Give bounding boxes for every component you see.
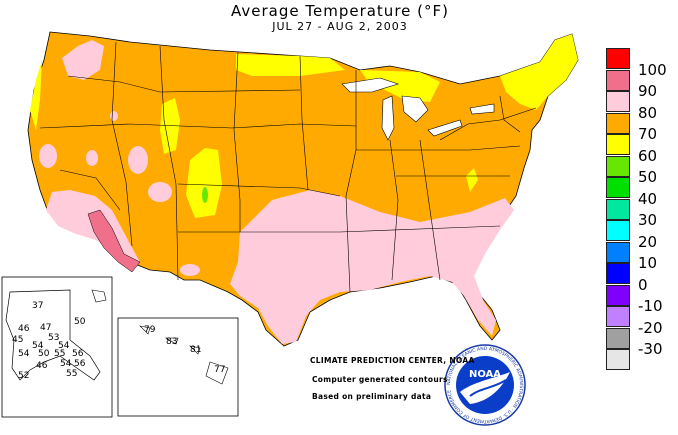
- alaska-station-values: 37 50 46 47 53 45 54 54 54 50 55 56 46 5…: [12, 301, 86, 381]
- legend-label: 80: [638, 103, 658, 122]
- credit-center: CLIMATE PREDICTION CENTER, NOAA: [310, 356, 475, 365]
- station-value: 50: [38, 349, 50, 359]
- legend-swatch: [606, 284, 630, 306]
- legend-swatch: [606, 155, 630, 177]
- legend-label: 30: [638, 211, 658, 229]
- lake-erie: [427, 119, 463, 137]
- lake-michigan: [381, 95, 395, 141]
- station-value: 81: [190, 345, 201, 355]
- lake-huron: [401, 95, 429, 123]
- station-value: 46: [18, 324, 30, 334]
- southern-plains-90s-zone: [230, 190, 514, 344]
- legend-swatch: [606, 177, 630, 198]
- station-value: 37: [32, 301, 43, 311]
- legend-label: 40: [638, 189, 658, 208]
- oregon-90s-spot: [86, 150, 98, 166]
- appalachian-60s-zone: [466, 168, 478, 192]
- lake-ontario: [469, 103, 495, 115]
- station-value: 50: [74, 317, 86, 327]
- northeast-60s-zone: [500, 34, 578, 110]
- station-value: 56: [72, 349, 84, 359]
- station-value: 46: [36, 361, 48, 371]
- legend-label: 90: [638, 82, 658, 100]
- station-value: 53: [48, 333, 59, 343]
- legend-swatch: [606, 69, 630, 91]
- station-value: 54: [18, 349, 30, 359]
- idaho-90s-spot: [110, 111, 118, 121]
- texas-panhandle-90s-spot: [180, 264, 200, 276]
- hawaii-station-values: 79 83 81 77: [144, 325, 225, 375]
- legend-label: -20: [638, 318, 663, 337]
- legend-label: 60: [638, 146, 658, 165]
- legend-label: 0: [638, 275, 648, 294]
- legend-label: 10: [638, 254, 658, 272]
- legend-label: -10: [638, 297, 663, 315]
- utah-90s-spot: [128, 146, 148, 174]
- station-value: 47: [40, 323, 51, 333]
- legend-swatch: [606, 241, 630, 263]
- colorado-50s-spot: [202, 187, 208, 203]
- legend-swatch: [606, 134, 630, 155]
- legend-label: 20: [638, 232, 658, 251]
- wyoming-60s-zone: [160, 98, 180, 154]
- hawaii-inset: [117, 317, 239, 417]
- legend-swatch: [606, 198, 630, 220]
- station-value: 45: [12, 335, 23, 345]
- station-value: 56: [74, 359, 86, 369]
- station-value: 83: [166, 337, 177, 347]
- legend-swatch: [606, 48, 630, 69]
- noaa-logo: NOAA NATIONAL OCEANIC AND ATMOSPHERIC AD…: [444, 344, 526, 426]
- great-basin-90s-spot: [148, 182, 172, 202]
- credit-line2: Based on preliminary data: [312, 392, 432, 401]
- legend-label: -30: [638, 340, 663, 358]
- legend-swatch: [606, 91, 630, 112]
- credit-line1: Computer generated contours: [312, 375, 448, 384]
- alaska-inset: [1, 276, 113, 418]
- station-value: 54: [58, 341, 70, 351]
- station-value: 55: [66, 369, 77, 379]
- legend-label: 70: [638, 125, 658, 143]
- pacific-northwest-90s-zone: [62, 40, 104, 80]
- rockies-60s-zone: [186, 148, 222, 218]
- legend-label: 50: [638, 168, 658, 186]
- map-title: Average Temperature (°F): [231, 2, 449, 20]
- coast-60s-zone: [30, 60, 42, 130]
- legend-label: 100: [638, 60, 667, 79]
- legend-swatch: [606, 220, 630, 241]
- map-date-range: JUL 27 - AUG 2, 2003: [272, 20, 408, 33]
- nevada-90s-spot: [39, 144, 57, 168]
- northern-plains-60s-zone: [236, 54, 345, 76]
- station-value: 55: [54, 349, 65, 359]
- legend-swatch: [606, 306, 630, 327]
- desert-100s-zone: [87, 209, 141, 273]
- state-borders: [39, 41, 537, 293]
- station-value: 77: [214, 365, 225, 375]
- noaa-logo-text: NOAA: [469, 369, 501, 380]
- legend-swatch: [606, 112, 630, 134]
- legend-swatch: [606, 349, 630, 370]
- station-value: 52: [18, 371, 29, 381]
- station-value: 54: [32, 341, 44, 351]
- station-value: 54: [60, 359, 72, 369]
- station-value: 79: [144, 325, 156, 335]
- legend-swatch: [606, 327, 630, 349]
- legend-swatch: [606, 263, 630, 284]
